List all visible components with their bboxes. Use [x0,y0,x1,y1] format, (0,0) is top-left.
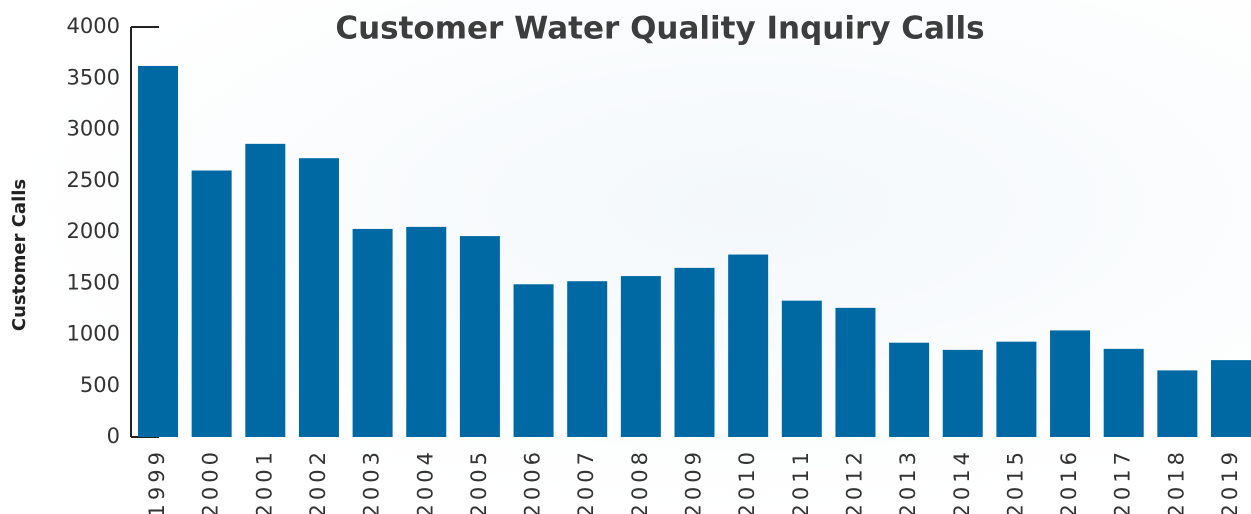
x-tick-label: 2001 [252,448,276,514]
bar [621,276,661,437]
bar [514,284,554,437]
x-tick-label: 2017 [1111,448,1135,514]
bar [192,171,232,438]
bar [460,236,500,437]
bar [1211,360,1251,437]
x-tick-label: 1999 [145,448,169,514]
x-tick-label: 2005 [467,448,491,514]
x-tick-label: 2006 [521,448,545,514]
x-tick-label: 2019 [1218,448,1242,514]
x-tick-label: 2013 [896,448,920,514]
x-tick-label: 2015 [1003,448,1027,514]
x-tick-label: 2011 [789,448,813,514]
y-axis-label: Customer Calls [9,179,30,331]
bar [835,308,875,437]
x-tick-label: 2009 [682,448,706,514]
bar [245,144,285,437]
y-tick-label: 0 [107,424,120,448]
y-tick-label: 2500 [67,168,120,192]
y-tick-label: 500 [80,373,120,397]
y-tick-label: 3000 [67,117,120,141]
y-tick-label: 2000 [67,219,120,243]
x-tick-label: 2014 [950,448,974,514]
chart-title: Customer Water Quality Inquiry Calls [335,11,984,47]
bar [406,227,446,437]
chart: Customer Water Quality Inquiry Calls Cus… [0,0,1251,514]
bar [1104,349,1144,437]
bar [675,268,715,437]
x-tick-label: 2004 [413,448,437,514]
x-tick-label: 2003 [360,448,384,514]
bar [138,66,178,437]
x-tick-label: 2002 [306,448,330,514]
x-tick-label: 2007 [574,448,598,514]
bar [353,229,393,437]
bar [1157,370,1197,437]
x-tick-label: 2016 [1057,448,1081,514]
x-tick-label: 2010 [735,448,759,514]
x-tick-label: 2018 [1164,448,1188,514]
x-tick-label: 2000 [199,448,223,514]
bar [996,342,1036,437]
y-tick-label: 1000 [67,322,120,346]
bar [943,350,983,437]
bar [782,301,822,437]
bar [728,255,768,437]
bar [299,158,339,437]
y-tick-label: 3500 [67,65,120,89]
bar [1050,330,1090,437]
y-tick-label: 1500 [67,270,120,294]
x-tick-label: 2008 [628,448,652,514]
bar [889,343,929,437]
bar [567,281,607,437]
x-tick-label: 2012 [842,448,866,514]
y-tick-label: 4000 [67,14,120,38]
